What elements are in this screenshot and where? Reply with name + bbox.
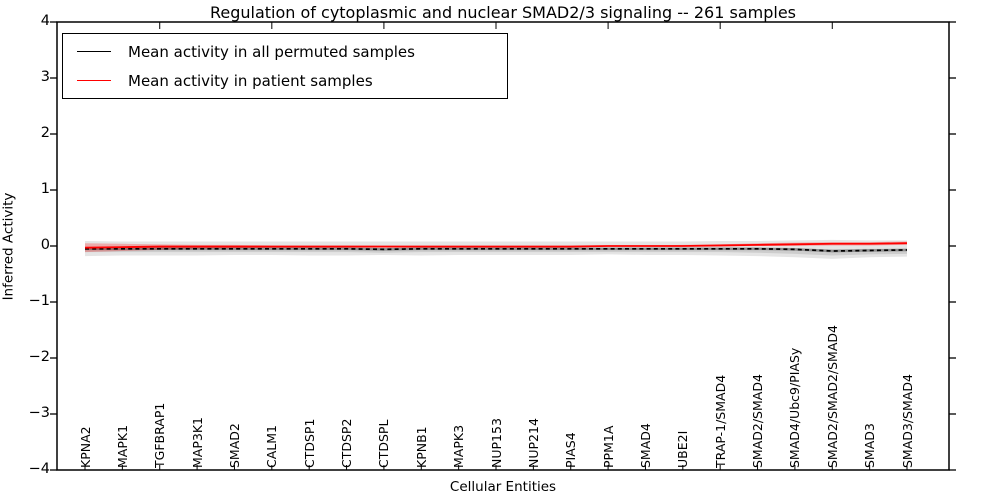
x-category-label: PIAS4 bbox=[563, 432, 579, 468]
y-tick-label: 4 bbox=[40, 13, 50, 29]
x-category-label: CTDSP1 bbox=[301, 418, 317, 468]
x-category-label: SMAD4 bbox=[637, 423, 653, 468]
x-category-label: SMAD2/SMAD4 bbox=[750, 374, 766, 468]
y-tick-label: −2 bbox=[28, 349, 50, 365]
chart-title: Regulation of cytoplasmic and nuclear SM… bbox=[209, 3, 797, 22]
x-category-label: SMAD2 bbox=[226, 423, 242, 468]
x-category-label: SMAD3 bbox=[862, 423, 878, 468]
x-axis-label: Cellular Entities bbox=[449, 479, 557, 495]
permuted-line-swatch bbox=[77, 51, 111, 52]
y-tick-label: 1 bbox=[40, 181, 50, 197]
legend-label-patient: Mean activity in patient samples bbox=[128, 71, 373, 90]
x-category-label: SMAD3/SMAD4 bbox=[899, 374, 915, 468]
x-category-label: KPNB1 bbox=[413, 426, 429, 468]
patient-mean-line bbox=[84, 242, 908, 249]
x-category-label: TGFBRAP1 bbox=[152, 402, 168, 468]
y-tick-label: −1 bbox=[28, 293, 50, 309]
legend-label-permuted: Mean activity in all permuted samples bbox=[128, 42, 415, 61]
legend-item-permuted: Mean activity in all permuted samples bbox=[69, 37, 501, 66]
y-tick-label: 3 bbox=[40, 69, 50, 85]
x-category-label: CTDSP2 bbox=[339, 418, 355, 468]
x-category-label: NUP214 bbox=[525, 418, 541, 468]
x-category-label: CTDSPL bbox=[376, 419, 392, 468]
x-category-label: SMAD2/SMAD2/SMAD4 bbox=[824, 325, 840, 468]
x-category-label: MAPK3 bbox=[451, 424, 467, 468]
x-category-label: MAPK1 bbox=[114, 424, 130, 468]
x-category-label: SMAD4/Ubc9/PIASy bbox=[787, 347, 803, 468]
x-category-label: NUP153 bbox=[488, 418, 504, 468]
y-tick-label: 2 bbox=[40, 125, 50, 141]
x-category-label: KPNA2 bbox=[77, 426, 93, 468]
x-category-label: TRAP-1/SMAD4 bbox=[712, 374, 728, 468]
permuted-mean-line bbox=[85, 247, 908, 252]
y-tick-label: −3 bbox=[28, 405, 50, 421]
x-category-label: CALM1 bbox=[264, 425, 280, 468]
legend: Mean activity in all permuted samples Me… bbox=[62, 33, 508, 99]
y-tick-label: −4 bbox=[28, 461, 50, 477]
x-category-label: PPM1A bbox=[600, 425, 616, 468]
x-category-label: MAP3K1 bbox=[189, 417, 205, 468]
x-category-label: UBE2I bbox=[675, 430, 691, 468]
y-tick-label: 0 bbox=[40, 237, 50, 253]
legend-item-patient: Mean activity in patient samples bbox=[69, 66, 501, 95]
patient-line-swatch bbox=[77, 80, 111, 81]
